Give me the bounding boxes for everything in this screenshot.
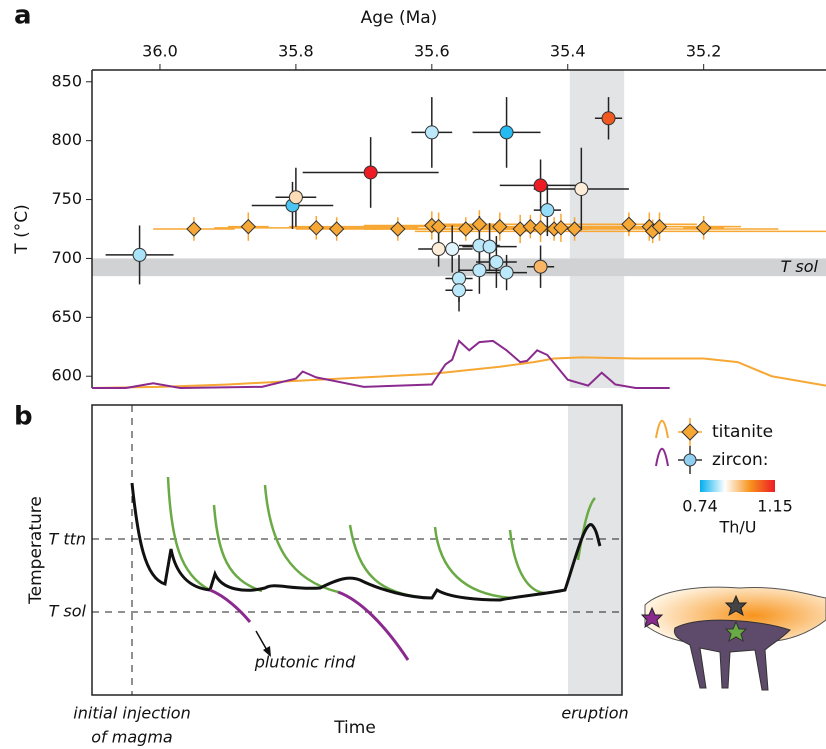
panel-b [91,404,623,696]
legend-label: zircon: [712,450,769,470]
y-tick-label: 800 [51,130,82,149]
star [724,594,748,617]
y-axis-label: Temperature [26,496,46,605]
panel-a: T sol 600 650 700 750 800 850 36.0 35.8 35.6 35.4 3… [12,8,826,390]
level-label: T ttn [48,530,86,549]
arrow-head [263,646,271,657]
x-tick-label: 35.2 [686,42,722,61]
titanite-point [566,221,583,237]
zircon-point [499,265,514,280]
titanite-point [430,218,447,235]
x-tick-label: 35.6 [414,42,450,61]
x-tick-label: 35.4 [550,42,586,61]
y-tick-label: 750 [51,189,82,208]
zircon-point [489,254,504,269]
colorbar-label: 0.74 [682,497,718,516]
annotation: eruption [561,704,628,723]
legend-marker [683,453,697,467]
legend-curve [655,447,669,467]
zircon-point [363,165,378,180]
magma-cartoon [640,586,826,691]
titanite-point [308,220,324,236]
x-tick-label: 35.8 [278,42,314,61]
y-tick-label: 700 [51,248,82,267]
colorbar [700,480,775,492]
legend-label: titanite [712,422,773,442]
colorbar-label: 1.15 [757,497,793,516]
titanite-point [695,220,712,236]
zircon-point [533,259,548,274]
colorbar-title: Th/U [718,518,756,537]
green-curve [166,476,596,600]
titanite-point [492,218,508,235]
titanite-point [651,218,668,235]
y-tick-label: 850 [51,71,82,90]
zircon-point [452,271,466,286]
annotation: plutonic rind [254,653,356,672]
zircon-point [472,263,487,278]
zircon-point [452,283,466,298]
zircon-point [499,125,514,140]
annotation: initial injection [73,704,190,723]
zircon-point [533,178,548,193]
density-curve [92,339,670,390]
titanite-point [240,218,257,235]
y-tick-label: 650 [51,307,82,326]
level-label: T sol [49,602,87,621]
titanite-point [390,221,406,237]
x-axis-label: Age (Ma) [361,8,438,28]
legend-marker [681,423,699,441]
band-label: T sol [781,257,819,276]
titanite-point [471,216,488,232]
density-curve [91,356,826,389]
zircon-point [288,190,303,205]
panel-label: b [14,402,33,432]
zircon-point [132,247,147,262]
zircon-point [445,242,460,257]
titanite-point [522,218,539,235]
titanite-point [186,221,202,237]
zircon-point [482,239,497,254]
zircon-point [601,111,616,126]
panel-label: a [14,1,32,31]
zircon-point [540,203,555,218]
zircon-point [424,125,439,140]
x-tick-label: 36.0 [142,42,178,61]
annotation: of magma [91,728,172,747]
zircon-point [431,242,446,257]
frame [91,404,623,696]
eruption-band [568,405,622,695]
zircon-point [574,181,589,196]
pluton [673,619,791,691]
titanite-point [458,221,474,237]
rind-curve [209,588,410,661]
y-tick-label: 600 [51,366,82,385]
titanite-point [621,216,637,232]
legend-curve [655,419,669,439]
titanite-point [328,221,345,237]
titanite-point [532,220,549,236]
y-axis-label: T (°C) [12,204,32,254]
star [640,606,664,629]
x-axis-label: Time [333,718,376,738]
titanite-point [553,220,569,236]
legend: titanite zircon: 0.74 1.15 Th/U [655,418,793,537]
melt-curve [130,482,602,602]
star [724,620,748,643]
